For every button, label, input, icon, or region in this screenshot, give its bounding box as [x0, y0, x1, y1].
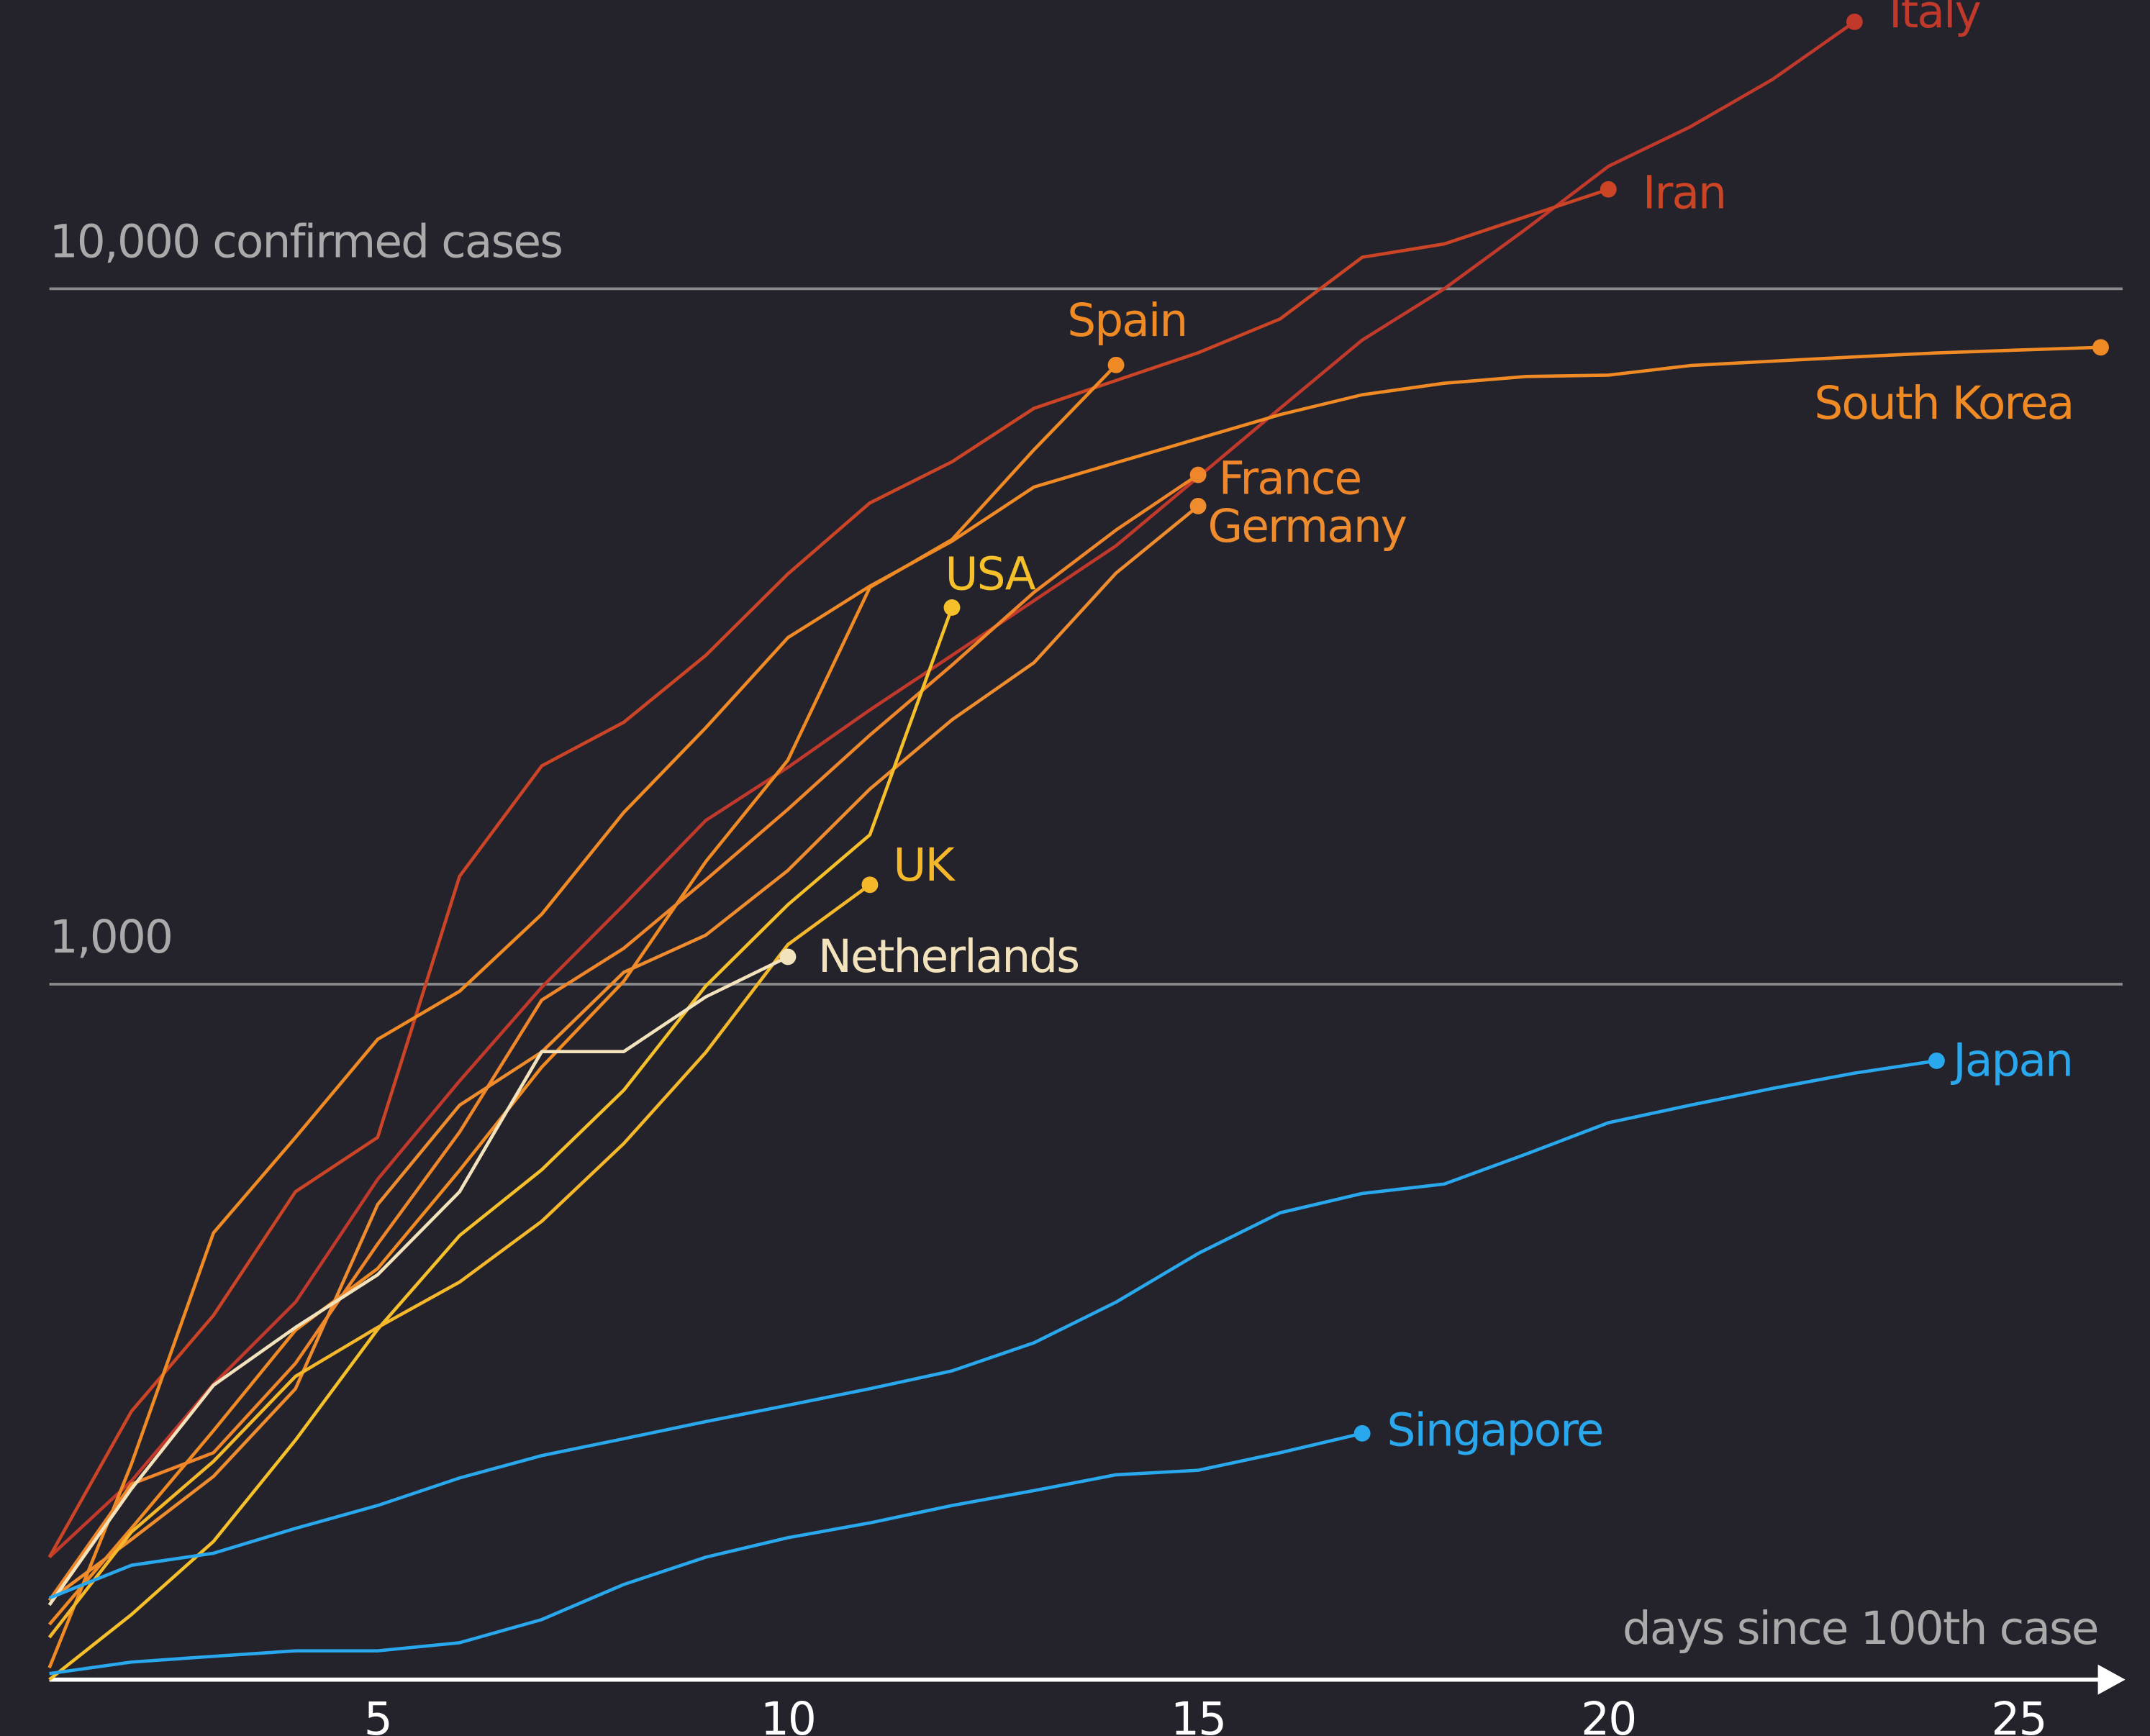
- series-line: [47, 473, 1199, 1601]
- series-label: Germany: [1207, 500, 1406, 553]
- end-dot: [779, 948, 797, 965]
- end-dot: [1353, 1424, 1371, 1442]
- y-tick-label: 1,000: [50, 911, 172, 963]
- series-line: [47, 955, 789, 1607]
- series-label: France: [1219, 453, 1361, 505]
- series-label: South Korea: [1814, 377, 2073, 430]
- series-label: Singapore: [1387, 1404, 1602, 1456]
- series-label: Iran: [1643, 167, 1725, 219]
- x-axis-label: days since 100th case: [1623, 1602, 2098, 1655]
- series-label: Italy: [1889, 0, 1981, 38]
- x-tick-label: 20: [1581, 1693, 1636, 1736]
- end-dot: [861, 876, 879, 894]
- series-label: Spain: [1067, 294, 1187, 347]
- series-line: [47, 345, 2101, 1669]
- series-label: UK: [893, 839, 956, 891]
- end-dot: [1189, 497, 1207, 514]
- series-label: USA: [945, 548, 1035, 601]
- end-dot: [1928, 1053, 1945, 1069]
- end-dot: [1600, 181, 1617, 198]
- x-tick-label: 25: [1991, 1693, 2046, 1736]
- end-dot: [1107, 356, 1125, 373]
- end-dot: [2092, 339, 2109, 356]
- series-label: Netherlands: [818, 930, 1079, 983]
- series-label: Japan: [1950, 1034, 2072, 1086]
- x-tick-label: 5: [364, 1693, 391, 1736]
- series-line: [48, 1059, 1937, 1600]
- end-dot: [1846, 13, 1863, 30]
- x-tick-label: 15: [1171, 1693, 1225, 1736]
- y-tick-label: 10,000 confirmed cases: [50, 215, 562, 268]
- series-line: [47, 883, 871, 1639]
- series-line: [47, 188, 1610, 1558]
- x-tick-label: 10: [761, 1693, 815, 1736]
- end-dot: [943, 599, 961, 616]
- end-dot: [1189, 466, 1207, 483]
- x-axis-arrow: [2097, 1664, 2126, 1695]
- series-line: [48, 504, 1199, 1602]
- series-line: [49, 1432, 1363, 1676]
